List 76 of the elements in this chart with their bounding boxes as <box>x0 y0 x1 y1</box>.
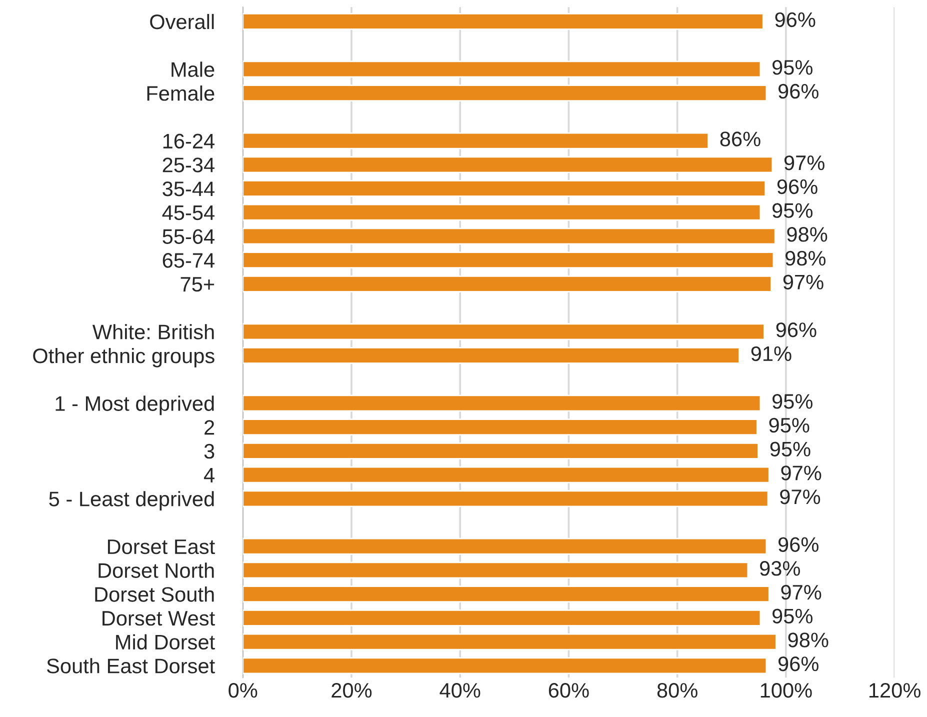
bar <box>242 609 762 626</box>
data-label: 97% <box>784 155 824 170</box>
data-label: 96% <box>778 656 818 672</box>
data-label: 98% <box>787 227 828 242</box>
bar <box>242 347 740 364</box>
y-tick-label: 16-24 <box>163 134 214 149</box>
y-tick-label: Dorset North <box>98 562 214 578</box>
y-tick-label: 55-64 <box>162 229 214 244</box>
y-tick-label: 1 - Most deprived <box>56 396 214 416</box>
x-tick-label: 20% <box>332 682 372 698</box>
x-tick-label: 0% <box>228 682 258 698</box>
bar <box>242 562 749 579</box>
bar <box>242 490 769 508</box>
y-tick-label: Mid Dorset <box>116 634 215 650</box>
y-tick-label: 4 <box>204 468 214 482</box>
x-tick-label: 80% <box>657 682 698 698</box>
bar <box>242 323 765 340</box>
bar <box>242 60 762 78</box>
bar <box>242 275 772 292</box>
y-tick-label: 25-34 <box>162 158 214 172</box>
y-tick-label: 65-74 <box>162 253 214 268</box>
y-tick-label: 45-54 <box>162 206 214 220</box>
data-label: 95% <box>772 203 812 218</box>
x-tick-label: 60% <box>548 682 589 698</box>
y-tick-label: 75+ <box>180 277 214 292</box>
data-label: 96% <box>776 322 816 338</box>
data-label: 96% <box>777 179 818 194</box>
bar <box>242 538 768 555</box>
bar <box>242 180 766 197</box>
bar <box>242 657 768 674</box>
bar <box>242 228 776 245</box>
data-label: 95% <box>770 442 810 457</box>
bar <box>242 13 764 30</box>
data-label: 97% <box>780 489 820 504</box>
y-tick-label: 35-44 <box>162 181 214 196</box>
y-tick-label: Overall <box>150 14 214 30</box>
data-label: 95% <box>772 60 812 75</box>
bar <box>242 84 768 102</box>
y-tick-label: 5 - Least deprived <box>49 491 214 511</box>
data-label: 93% <box>760 561 800 576</box>
bar <box>242 156 774 174</box>
y-tick-label: South East Dorset <box>46 658 215 674</box>
bar <box>242 633 777 650</box>
data-label: 86% <box>720 132 760 146</box>
y-tick-label: White: British <box>92 324 214 340</box>
data-label: 98% <box>788 632 828 648</box>
y-tick-label: Female <box>147 86 214 101</box>
y-tick-label: Dorset East <box>108 540 215 554</box>
x-tick-label: 40% <box>440 682 480 698</box>
data-label: 91% <box>751 346 792 362</box>
data-label: 97% <box>781 584 822 600</box>
y-tick-label: Dorset South <box>95 586 214 602</box>
data-label: 97% <box>781 466 822 480</box>
y-tick-label: 2 <box>204 420 214 435</box>
data-label: 95% <box>772 394 812 409</box>
data-label: 96% <box>778 84 818 99</box>
y-tick-label: Dorset West <box>102 611 215 626</box>
data-label: 96% <box>778 537 818 552</box>
bar <box>242 204 762 221</box>
data-label: 95% <box>772 608 812 624</box>
x-tick-label: 100% <box>760 682 812 698</box>
bar <box>242 418 758 436</box>
bar <box>242 586 770 603</box>
bar <box>242 252 774 269</box>
bar <box>242 442 759 460</box>
x-tick-label: 120% <box>870 682 920 698</box>
y-tick-label: Male <box>172 62 214 77</box>
bar <box>242 466 770 484</box>
data-label: 98% <box>786 250 826 266</box>
bar <box>242 394 762 412</box>
bar <box>242 132 709 150</box>
y-tick-label: Other ethnic groups <box>33 348 214 368</box>
data-label: 97% <box>783 274 824 290</box>
data-label: 96% <box>775 12 816 28</box>
data-label: 95% <box>769 418 810 433</box>
y-tick-label: 3 <box>204 444 214 459</box>
